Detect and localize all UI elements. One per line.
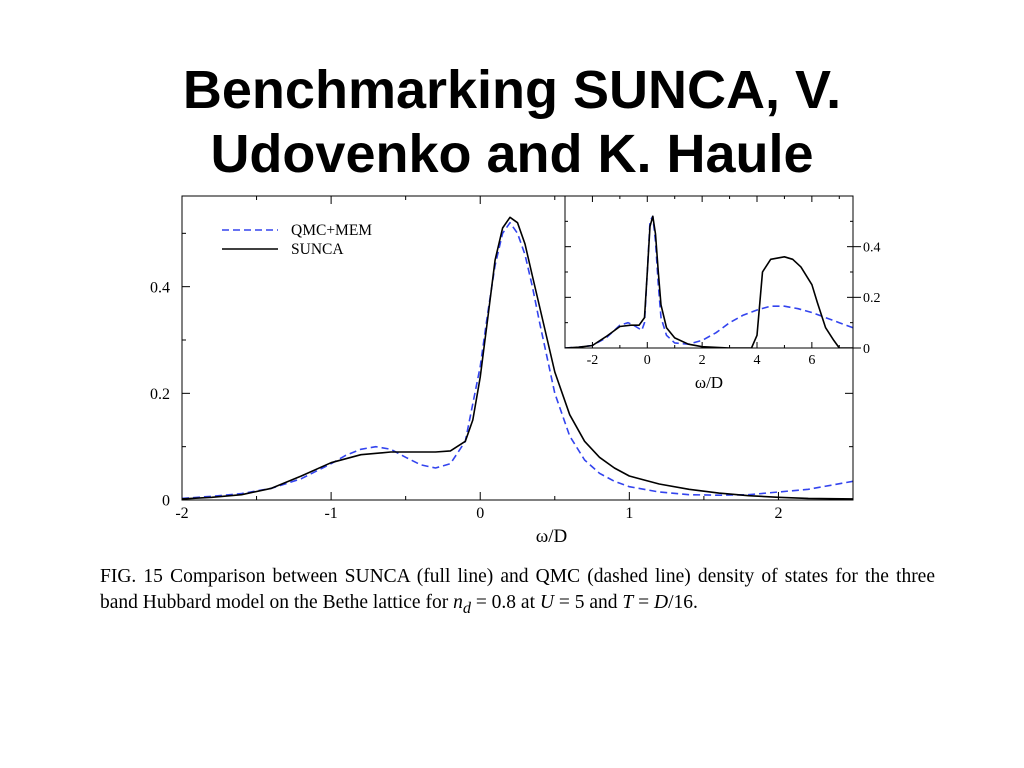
slide-title-line-1: Benchmarking SUNCA, V. [182,60,842,121]
main-ytick-label: 0.2 [150,386,170,403]
inset-series-qmc-line [565,215,853,348]
inset-xtick-label: 6 [808,353,815,368]
inset-ytick-label: 0 [863,342,870,357]
main-xaxis-label: ω/D [536,526,568,547]
inset-xtick-label: 2 [699,353,706,368]
caption-nd-sub: d [462,598,471,617]
inset-xaxis-label: ω/D [695,373,723,392]
caption-u-value: = 5 and [553,592,623,613]
inset-xtick-label: 0 [644,353,651,368]
caption-t-symbol: T [622,592,634,613]
main-series-qmc-line [182,221,853,500]
inset-ytick-label: 0.2 [863,291,881,306]
caption-prefix: FIG. 15 Comparison between SUNCA (full l… [100,566,935,613]
caption-t-value: /16. [668,592,698,613]
inset-ytick-label: 0.4 [863,241,881,256]
caption-t-eq: = [633,592,654,613]
main-xtick-label: 1 [625,505,633,522]
inset-chart: -2 0 2 4 6 0 0.2 0.4 ω/D [564,195,881,392]
main-xtick-label: 2 [774,505,782,522]
caption-d-symbol: D [654,592,669,613]
caption-u-symbol: U [539,592,554,613]
legend-label-qmc: QMC+MEM [291,222,372,239]
inset-xtick-label: -2 [587,353,599,368]
main-ytick-label: 0 [162,493,170,510]
caption-nd-symbol: n [453,592,463,613]
main-xtick-label: 0 [476,505,484,522]
main-ytick-label: 0.4 [150,279,170,296]
inset-xtick-label: 4 [754,353,761,368]
inset-series-sunca-line [565,215,853,348]
caption-nd-value: = 0.8 at [470,592,540,613]
figure-caption: FIG. 15 Comparison between SUNCA (full l… [100,564,935,621]
legend-label-sunca: SUNCA [291,241,344,258]
main-xtick-label: -2 [175,505,188,522]
main-xtick-label: -1 [324,505,337,522]
dos-figure: -2 -1 0 1 2 0 0.2 0.4 ω/D QMC+MEM SUNCA -2 0 2 4 6 0 0.2 0… [150,195,881,547]
slide-title: Benchmarking SUNCA, V. Udovenko and K. H… [0,58,1024,186]
slide-title-line-2: Udovenko and K. Haule [210,124,814,185]
main-series-sunca-line [182,216,853,500]
inset-background [565,196,853,348]
